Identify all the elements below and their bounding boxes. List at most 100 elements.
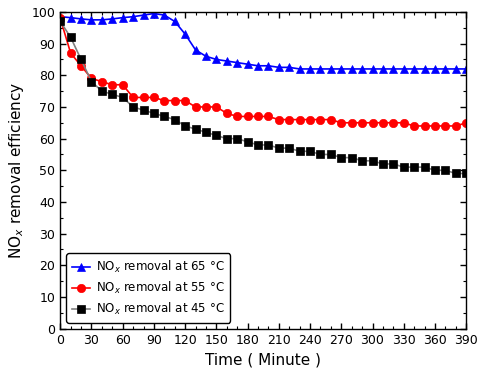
NO$_x$ removal at 55 °C [421,124,426,128]
NO$_x$ removal at 65 °C [99,18,105,22]
NO$_x$ removal at 65 °C [431,67,437,71]
NO$_x$ removal at 65 °C [161,13,167,17]
NO$_x$ removal at 45 °C [348,155,354,160]
NO$_x$ removal at 55 °C [359,120,364,125]
NO$_x$ removal at 55 °C [130,95,136,100]
NO$_x$ removal at 45 °C [192,127,198,131]
NO$_x$ removal at 45 °C [151,111,156,116]
Legend: NO$_x$ removal at 65 °C, NO$_x$ removal at 55 °C, NO$_x$ removal at 45 °C: NO$_x$ removal at 65 °C, NO$_x$ removal … [66,253,230,323]
NO$_x$ removal at 55 °C [192,105,198,109]
NO$_x$ removal at 65 °C [286,65,291,70]
NO$_x$ removal at 45 °C [421,165,426,169]
NO$_x$ removal at 45 °C [431,168,437,172]
NO$_x$ removal at 45 °C [317,152,323,157]
NO$_x$ removal at 45 °C [255,143,260,147]
Line: NO$_x$ removal at 55 °C: NO$_x$ removal at 55 °C [56,14,469,130]
NO$_x$ removal at 65 °C [213,57,219,62]
NO$_x$ removal at 65 °C [57,15,63,19]
NO$_x$ removal at 45 °C [441,168,447,172]
NO$_x$ removal at 45 °C [359,159,364,163]
NO$_x$ removal at 55 °C [327,117,333,122]
NO$_x$ removal at 65 °C [410,67,416,71]
NO$_x$ removal at 55 °C [379,120,385,125]
NO$_x$ removal at 65 °C [359,67,364,71]
NO$_x$ removal at 55 °C [171,98,177,103]
NO$_x$ removal at 55 °C [120,83,125,87]
NO$_x$ removal at 45 °C [171,117,177,122]
NO$_x$ removal at 65 °C [390,67,395,71]
NO$_x$ removal at 55 °C [348,120,354,125]
NO$_x$ removal at 45 °C [410,165,416,169]
NO$_x$ removal at 45 °C [296,149,302,154]
NO$_x$ removal at 55 °C [89,76,94,81]
NO$_x$ removal at 65 °C [244,62,250,67]
NO$_x$ removal at 65 °C [234,60,240,65]
NO$_x$ removal at 55 °C [275,117,281,122]
Line: NO$_x$ removal at 65 °C: NO$_x$ removal at 65 °C [56,9,469,73]
NO$_x$ removal at 55 °C [244,114,250,119]
NO$_x$ removal at 55 °C [234,114,240,119]
NO$_x$ removal at 45 °C [89,79,94,84]
NO$_x$ removal at 45 °C [286,146,291,150]
NO$_x$ removal at 65 °C [327,67,333,71]
NO$_x$ removal at 55 °C [78,64,84,68]
NO$_x$ removal at 65 °C [78,17,84,21]
NO$_x$ removal at 45 °C [338,155,344,160]
NO$_x$ removal at 65 °C [255,64,260,68]
NO$_x$ removal at 65 °C [171,19,177,24]
NO$_x$ removal at 55 °C [161,98,167,103]
NO$_x$ removal at 55 °C [286,117,291,122]
NO$_x$ removal at 55 °C [99,79,105,84]
NO$_x$ removal at 45 °C [462,171,468,176]
NO$_x$ removal at 65 °C [421,67,426,71]
NO$_x$ removal at 65 °C [275,65,281,70]
NO$_x$ removal at 55 °C [203,105,209,109]
NO$_x$ removal at 45 °C [161,114,167,119]
NO$_x$ removal at 45 °C [452,171,458,176]
NO$_x$ removal at 65 °C [192,48,198,52]
NO$_x$ removal at 55 °C [400,120,406,125]
NO$_x$ removal at 55 °C [317,117,323,122]
NO$_x$ removal at 45 °C [57,19,63,24]
NO$_x$ removal at 45 °C [120,95,125,100]
Line: NO$_x$ removal at 45 °C: NO$_x$ removal at 45 °C [56,17,469,178]
NO$_x$ removal at 65 °C [130,15,136,19]
NO$_x$ removal at 65 °C [265,64,271,68]
NO$_x$ removal at 55 °C [151,95,156,100]
NO$_x$ removal at 65 °C [151,11,156,16]
NO$_x$ removal at 55 °C [452,124,458,128]
NO$_x$ removal at 55 °C [68,51,74,55]
NO$_x$ removal at 45 °C [234,137,240,141]
NO$_x$ removal at 55 °C [224,111,229,116]
NO$_x$ removal at 55 °C [296,117,302,122]
NO$_x$ removal at 45 °C [265,143,271,147]
NO$_x$ removal at 45 °C [379,162,385,166]
NO$_x$ removal at 65 °C [379,67,385,71]
NO$_x$ removal at 65 °C [140,13,146,17]
NO$_x$ removal at 45 °C [68,35,74,40]
NO$_x$ removal at 45 °C [130,105,136,109]
NO$_x$ removal at 65 °C [296,67,302,71]
NO$_x$ removal at 45 °C [78,57,84,62]
NO$_x$ removal at 65 °C [400,67,406,71]
NO$_x$ removal at 65 °C [109,17,115,21]
NO$_x$ removal at 65 °C [338,67,344,71]
NO$_x$ removal at 55 °C [462,120,468,125]
NO$_x$ removal at 45 °C [109,92,115,96]
NO$_x$ removal at 45 °C [275,146,281,150]
NO$_x$ removal at 55 °C [213,105,219,109]
NO$_x$ removal at 45 °C [327,152,333,157]
NO$_x$ removal at 65 °C [441,67,447,71]
NO$_x$ removal at 65 °C [224,59,229,63]
NO$_x$ removal at 45 °C [140,108,146,112]
NO$_x$ removal at 55 °C [338,120,344,125]
NO$_x$ removal at 65 °C [369,67,375,71]
NO$_x$ removal at 65 °C [348,67,354,71]
NO$_x$ removal at 55 °C [390,120,395,125]
NO$_x$ removal at 45 °C [203,130,209,135]
NO$_x$ removal at 65 °C [452,67,458,71]
Y-axis label: NO$_x$ removal efficiency: NO$_x$ removal efficiency [7,82,26,259]
NO$_x$ removal at 55 °C [369,120,375,125]
NO$_x$ removal at 65 °C [317,67,323,71]
NO$_x$ removal at 45 °C [306,149,312,154]
